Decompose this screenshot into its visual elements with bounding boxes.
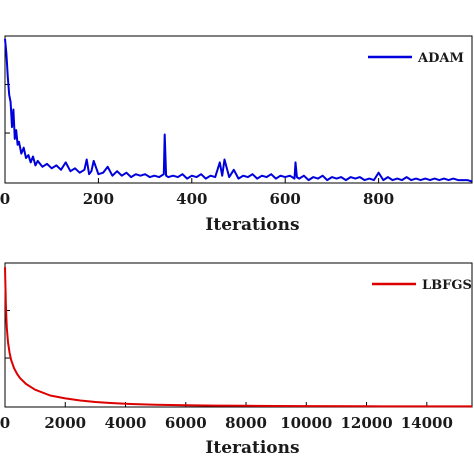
series-line-adam xyxy=(4,38,473,183)
x-tick-label: 14000 xyxy=(401,414,453,432)
adam-axes-frame xyxy=(4,35,473,184)
lbfgs-series-lines xyxy=(4,267,472,408)
x-tick-label: 10000 xyxy=(280,414,332,432)
legend-label-lbfgs: LBFGS xyxy=(422,278,472,293)
x-tick-label: 12000 xyxy=(340,414,392,432)
lbfgs-axes-frame xyxy=(4,262,473,408)
series-line-lbfgs xyxy=(4,267,472,408)
lbfgs-subplot: 0 2000 4000 6000 8000 10000 12000 14000 LBFGS I… xyxy=(0,262,473,458)
x-tick-label: 800 xyxy=(363,190,394,208)
adam-x-ticks: 0 200 400 600 800 xyxy=(0,84,394,208)
lbfgs-x-ticks: 0 2000 4000 6000 8000 10000 12000 14000 xyxy=(0,310,453,432)
x-tick-label: 2000 xyxy=(44,414,86,432)
x-tick-label: 400 xyxy=(176,190,207,208)
lbfgs-x-axis-label: Iterations xyxy=(205,438,299,458)
lbfgs-legend: LBFGS xyxy=(372,278,472,293)
adam-x-axis-label: Iterations xyxy=(205,215,299,235)
x-tick-label: 8000 xyxy=(225,414,267,432)
x-tick-label: 0 xyxy=(0,190,10,208)
legend-label-adam: ADAM xyxy=(417,51,464,66)
x-tick-label: 600 xyxy=(270,190,301,208)
x-tick-label: 6000 xyxy=(165,414,207,432)
x-tick-label: 4000 xyxy=(105,414,147,432)
adam-legend: ADAM xyxy=(368,51,464,66)
adam-subplot: 0 200 400 600 800 ADAM Iterations xyxy=(0,35,473,235)
adam-series-lines xyxy=(4,38,473,183)
x-tick-label: 0 xyxy=(0,414,10,432)
x-tick-label: 200 xyxy=(83,190,114,208)
